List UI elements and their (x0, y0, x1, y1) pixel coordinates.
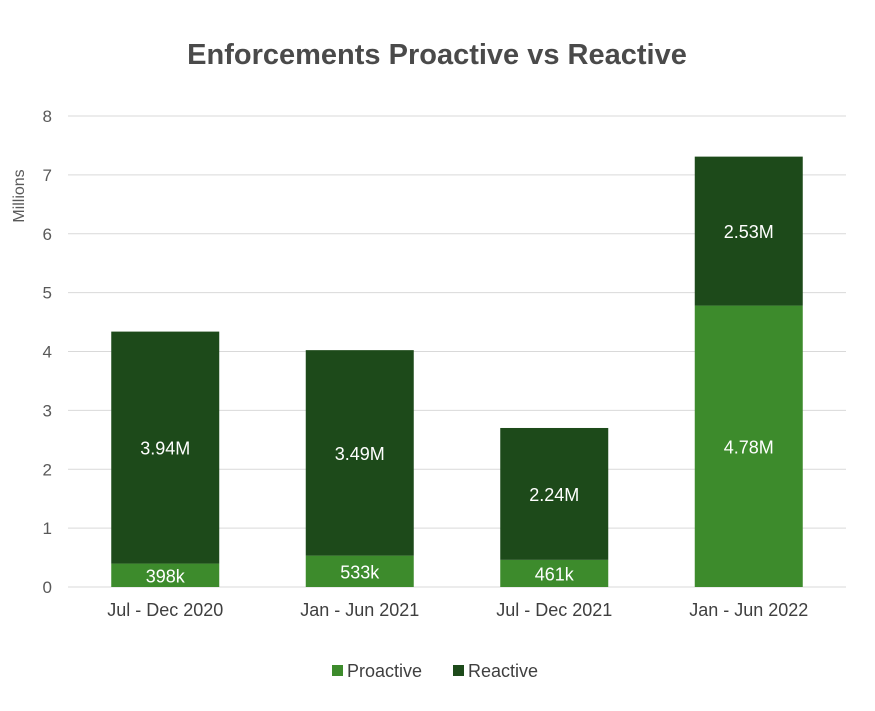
data-label: 461k (535, 564, 575, 584)
bar-proactive (500, 559, 609, 587)
legend-swatch (453, 665, 464, 676)
data-labels: 398k 3.94M 533k 3.49M 461k 2.24M 4.78M 2.53M (140, 222, 774, 586)
x-tick-label: Jul - Dec 2020 (107, 600, 223, 620)
legend-swatch (332, 665, 343, 676)
bar-proactive (694, 305, 803, 587)
y-axis-label: Millions (11, 169, 28, 222)
legend-label: Reactive (468, 661, 538, 681)
bar-reactive (500, 427, 609, 560)
data-label: 533k (340, 562, 380, 582)
x-axis-ticks: Jul - Dec 2020 Jan - Jun 2021 Jul - Dec 20… (107, 600, 808, 620)
bar-proactive (111, 563, 220, 587)
bar-reactive (694, 156, 803, 306)
y-tick-label: 3 (43, 401, 52, 420)
y-tick-label: 8 (43, 107, 52, 126)
x-tick-label: Jan - Jun 2022 (689, 600, 808, 620)
y-tick-label: 2 (43, 460, 52, 479)
data-label: 4.78M (724, 437, 774, 457)
y-axis-ticks: 0 1 2 3 4 5 6 7 8 (43, 107, 52, 597)
bars (111, 156, 803, 587)
data-label: 398k (146, 566, 186, 586)
y-tick-label: 4 (43, 343, 52, 362)
data-label: 3.49M (335, 444, 385, 464)
chart-title: Enforcements Proactive vs Reactive (187, 39, 687, 71)
legend-label: Proactive (347, 661, 422, 681)
data-label: 3.94M (140, 439, 190, 459)
y-tick-label: 1 (43, 519, 52, 538)
bar-reactive (305, 350, 414, 556)
data-label: 2.24M (529, 485, 579, 505)
bar-reactive (111, 331, 220, 564)
x-tick-label: Jul - Dec 2021 (496, 600, 612, 620)
bar-proactive (305, 555, 414, 587)
legend: Proactive Reactive (332, 661, 538, 681)
y-tick-label: 6 (43, 225, 52, 244)
y-tick-label: 5 (43, 284, 52, 303)
y-tick-label: 7 (43, 166, 52, 185)
y-tick-label: 0 (43, 578, 52, 597)
data-label: 2.53M (724, 222, 774, 242)
x-tick-label: Jan - Jun 2021 (300, 600, 419, 620)
